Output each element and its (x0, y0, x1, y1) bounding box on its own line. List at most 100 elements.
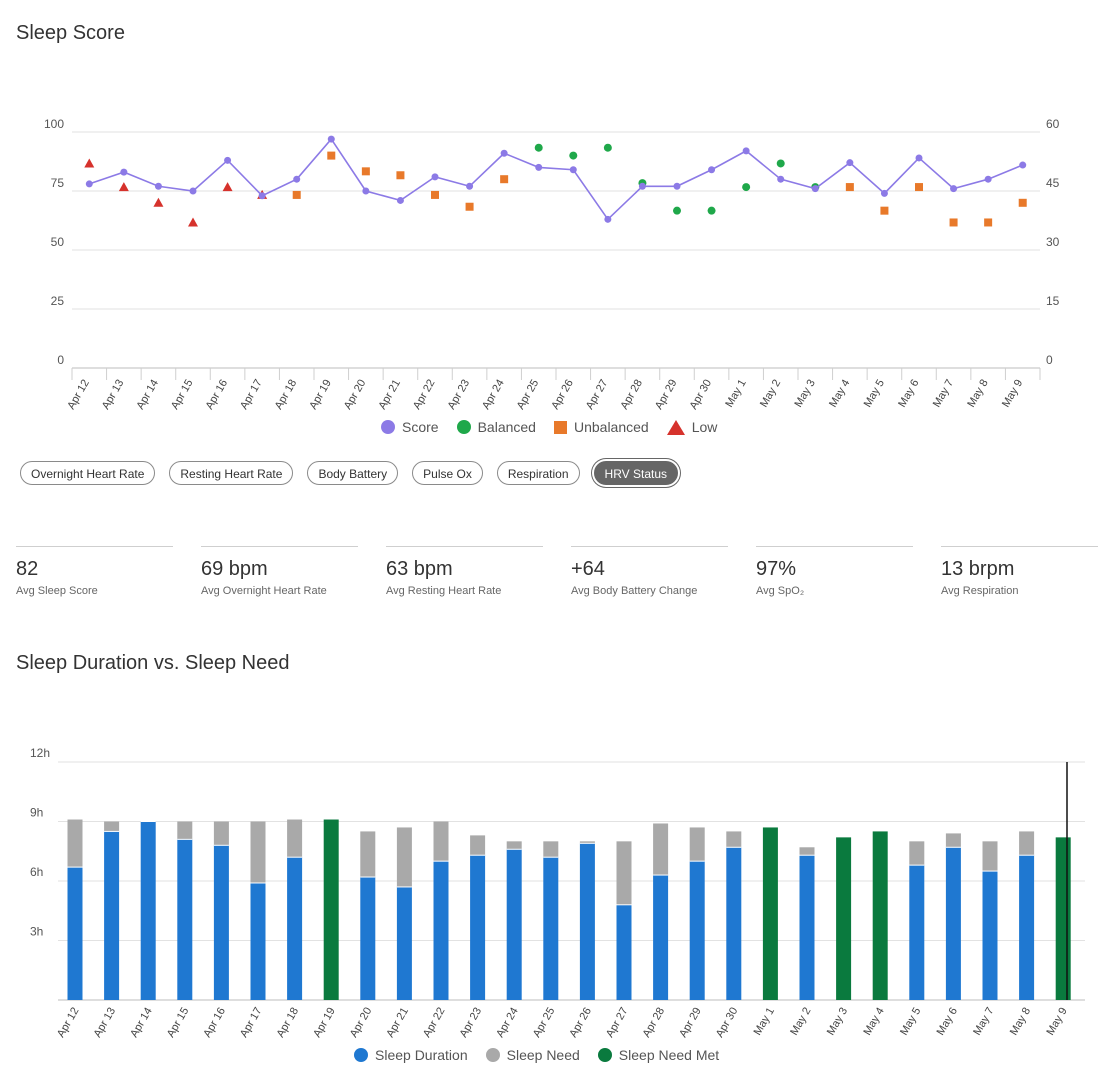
x-tick-label: Apr 19 (311, 1006, 338, 1040)
hrv-balanced-marker (534, 143, 543, 152)
sleep-duration-bar (543, 857, 559, 1000)
legend-unbalanced[interactable]: Unbalanced (553, 419, 649, 435)
x-tick-label: Apr 16 (201, 1006, 228, 1040)
tab-body-battery[interactable]: Body Battery (307, 461, 399, 485)
tab-overnight-heart-rate[interactable]: Overnight Heart Rate (20, 461, 156, 485)
stat-label: Avg Respiration (941, 585, 1019, 597)
right-tick-label: 45 (1046, 176, 1060, 190)
x-tick-label: Apr 12 (55, 1006, 82, 1040)
duration-bars (67, 819, 1071, 1000)
metric-tabs: Overnight Heart Rate Resting Heart Rate … (20, 461, 679, 485)
score-axis-ticks: 100 60 75 45 50 30 25 15 0 0 (44, 117, 1060, 367)
score-series (85, 135, 1027, 223)
legend-balanced-label: Balanced (477, 419, 536, 435)
sleep-duration-bar (140, 821, 156, 1000)
hrv-unbalanced-marker (984, 218, 993, 227)
sleep-need-met-bar (762, 827, 778, 1000)
stat-sleep-score: 82 Avg Sleep Score (16, 546, 173, 597)
tab-pulse-ox[interactable]: Pulse Ox (412, 461, 483, 485)
x-tick-label: Apr 15 (165, 1006, 192, 1040)
x-tick-label: May 9 (1044, 1006, 1069, 1038)
stat-value: 13 brpm (941, 558, 1015, 580)
stat-body-battery: +64 Avg Body Battery Change (571, 546, 728, 597)
stat-value: 69 bpm (201, 558, 268, 580)
x-tick-label: May 1 (752, 1006, 777, 1038)
legend-sleep-need[interactable]: Sleep Need (485, 1047, 580, 1063)
legend-score[interactable]: Score (381, 419, 439, 435)
sleep-need-bar (689, 827, 705, 862)
hrv-unbalanced-marker (465, 202, 474, 211)
sleep-need-bar (67, 819, 83, 868)
hrv-balanced-marker (776, 159, 785, 168)
hrv-balanced-marker (569, 151, 578, 160)
score-point (431, 173, 439, 181)
sleep-duration-bar (726, 847, 742, 1000)
hrv-unbalanced-marker (500, 175, 509, 184)
score-point (811, 185, 819, 193)
x-tick-label: Apr 18 (275, 1006, 302, 1040)
legend-sleep-duration-label: Sleep Duration (375, 1047, 468, 1063)
score-point (638, 182, 646, 190)
tab-respiration[interactable]: Respiration (496, 461, 580, 485)
duration-grid (58, 761, 1085, 1001)
score-point (535, 163, 543, 171)
sleep-duration-bar (470, 855, 486, 1000)
hrv-balanced-marker (673, 206, 681, 215)
hrv-unbalanced-marker (949, 218, 958, 227)
tab-hrv-status[interactable]: HRV Status (593, 461, 679, 485)
legend-low[interactable]: Low (666, 419, 717, 435)
sleep-need-bar (213, 821, 229, 846)
score-point (1019, 161, 1027, 169)
sleep-need-met-bar (836, 837, 852, 1000)
x-tick-label: Apr 14 (128, 1006, 155, 1040)
stat-respiration: 13 brpm Avg Respiration (941, 546, 1098, 597)
hrv-balanced-marker (707, 206, 716, 215)
x-tick-label: Apr 26 (567, 1006, 594, 1040)
hrv-unbalanced-marker (1018, 198, 1027, 207)
score-point (120, 168, 128, 176)
tab-resting-heart-rate[interactable]: Resting Heart Rate (169, 461, 294, 485)
x-tick-label: Apr 20 (348, 1006, 375, 1040)
y-tick-label: 9h (30, 806, 43, 820)
left-tick-label: 100 (44, 117, 64, 131)
sleep-duration-bar (945, 847, 961, 1000)
hrv-unbalanced-marker (915, 183, 923, 192)
sleep-need-bar (543, 841, 559, 858)
sleep-score-title: Sleep Score (16, 22, 125, 44)
x-tick-label: Apr 17 (238, 1006, 265, 1040)
score-grid (71, 131, 1041, 380)
score-point (604, 215, 612, 223)
x-tick-label: Apr 29 (677, 1006, 704, 1040)
score-point (569, 166, 577, 174)
sleep-need-bar (360, 831, 376, 878)
sleep-duration-bar (579, 843, 595, 1000)
x-tick-label: Apr 21 (384, 1006, 411, 1040)
legend-sleep-need-label: Sleep Need (506, 1047, 580, 1063)
sleep-need-bar (287, 819, 303, 858)
sleep-need-bar (104, 821, 120, 832)
hrv-unbalanced-marker (880, 206, 889, 215)
x-tick-label: Apr 27 (604, 1006, 631, 1040)
hrv-unbalanced-marker (361, 167, 370, 176)
score-point (224, 156, 232, 164)
legend-sleep-need-met[interactable]: Sleep Need Met (597, 1047, 719, 1063)
left-tick-label: 0 (57, 353, 64, 367)
hrv-unbalanced-marker (396, 171, 405, 180)
sleep-duration-bar (250, 882, 266, 1000)
legend-sleep-duration[interactable]: Sleep Duration (354, 1047, 468, 1063)
sleep-need-met-bar (1055, 837, 1071, 1000)
sleep-need-bar (470, 835, 486, 856)
sleep-need-bar (506, 841, 522, 850)
score-point (673, 182, 681, 190)
y-tick-label: 3h (30, 925, 43, 939)
score-point (500, 149, 508, 157)
sleep-duration-bar (689, 861, 705, 1000)
sleep-duration-bar (67, 867, 83, 1000)
legend-balanced[interactable]: Balanced (456, 419, 536, 435)
sleep-need-bar (799, 847, 815, 856)
sleep-duration-chart: 12h 9h 6h 3h Apr 12 Apr 13 Apr 14 Apr 15 Apr 16… (30, 746, 1085, 1040)
left-tick-label: 75 (51, 176, 65, 190)
duration-legend: Sleep Duration Sleep Need Sleep Need Met (354, 1047, 719, 1063)
sleep-duration-bar (177, 839, 193, 1000)
